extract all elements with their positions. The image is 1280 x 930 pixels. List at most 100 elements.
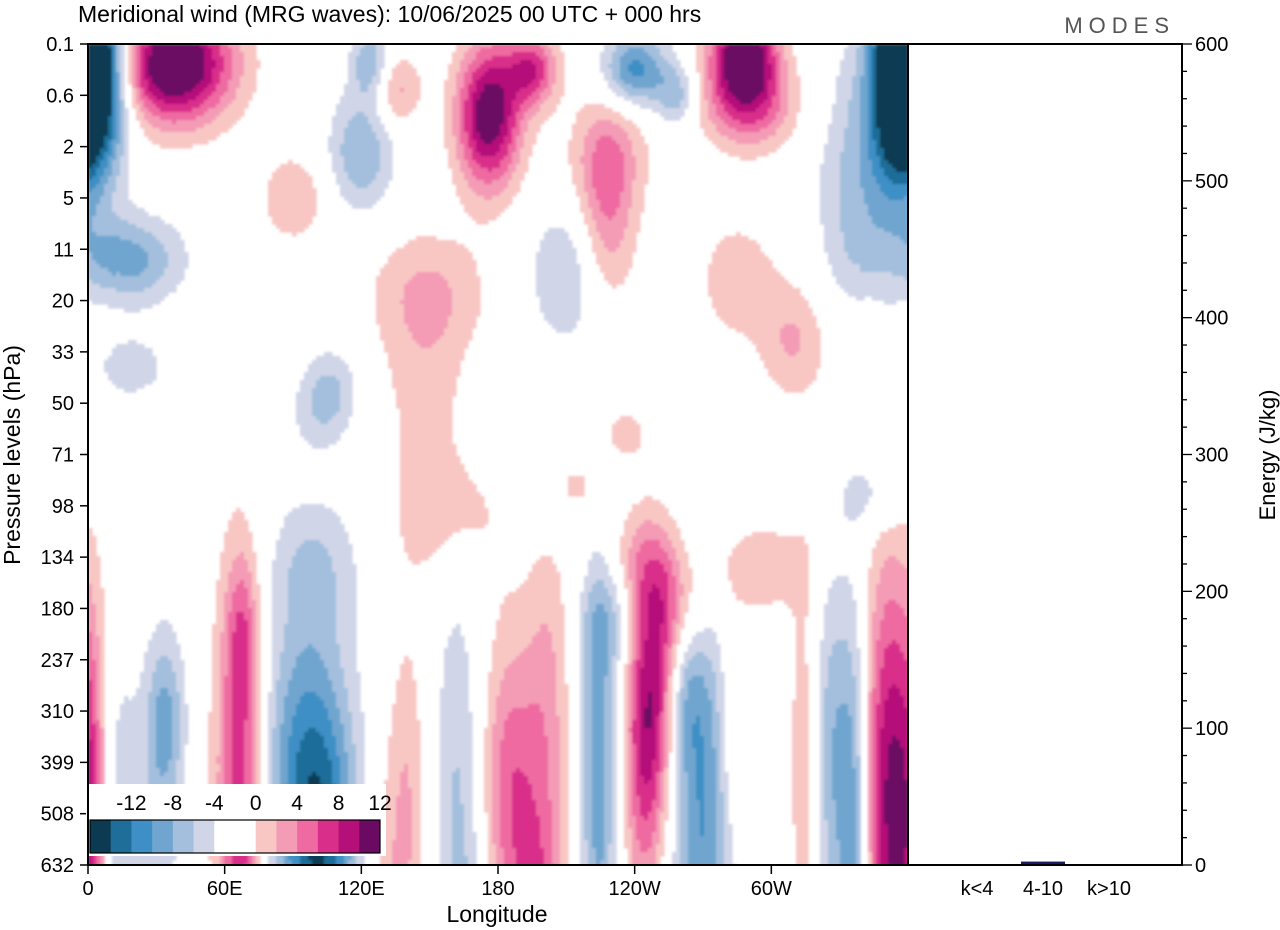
heatmap-cell (636, 752, 641, 757)
heatmap-cell (624, 688, 629, 693)
heatmap-cell (868, 708, 873, 713)
heatmap-cell (484, 180, 493, 185)
heatmap-cell (136, 80, 141, 85)
heatmap-cell (248, 636, 253, 641)
heatmap-cell (92, 600, 105, 605)
heatmap-cell (548, 752, 561, 757)
heatmap-cell (212, 632, 221, 637)
heatmap-cell (88, 652, 93, 657)
heatmap-cell (640, 724, 645, 729)
heatmap-cell (844, 248, 908, 253)
heatmap-cell (584, 656, 593, 661)
heatmap-cell (284, 628, 337, 633)
heatmap-cell (396, 400, 453, 405)
heatmap-cell (160, 656, 169, 661)
heatmap-cell (288, 684, 333, 689)
heatmap-cell (872, 720, 877, 725)
heatmap-cell (712, 296, 805, 301)
heatmap-cell (884, 560, 901, 565)
heatmap-cell (548, 624, 565, 629)
heatmap-cell (876, 776, 881, 781)
heatmap-cell (100, 780, 105, 785)
heatmap-cell (460, 772, 473, 777)
heatmap-cell (388, 764, 405, 769)
heatmap-cell (556, 688, 569, 693)
heatmap-cell (484, 736, 493, 741)
heatmap-cell (612, 440, 641, 445)
heatmap-cell (228, 664, 233, 669)
heatmap-cell (296, 772, 313, 777)
heatmap-cell (464, 72, 473, 77)
heatmap-cell (148, 692, 161, 697)
heatmap-cell (632, 508, 669, 513)
heatmap-cell (604, 244, 621, 249)
heatmap-cell (700, 124, 717, 129)
heatmap-cell (656, 796, 661, 801)
heatmap-cell (584, 748, 593, 753)
heatmap-cell (92, 252, 149, 257)
heatmap-cell (232, 600, 249, 605)
heatmap-cell (704, 784, 717, 789)
heatmap-cell (752, 340, 781, 345)
heatmap-cell (580, 616, 585, 621)
heatmap-cell (688, 644, 721, 649)
heatmap-cell (124, 696, 129, 701)
heatmap-cell (704, 60, 709, 65)
heatmap-cell (904, 768, 908, 773)
heatmap-cell (876, 728, 881, 733)
heatmap-cell (100, 716, 105, 721)
heatmap-cell (440, 336, 473, 341)
heatmap-cell (836, 276, 905, 281)
heatmap-cell (88, 220, 93, 225)
heatmap-cell (728, 80, 765, 85)
heatmap-cell (876, 592, 908, 597)
heatmap-cell (356, 764, 365, 769)
heatmap-cell (612, 216, 629, 221)
heatmap-cell (512, 772, 525, 777)
heatmap-cell (324, 736, 337, 741)
heatmap-cell (704, 796, 717, 801)
heatmap-cell (220, 52, 233, 57)
heatmap-cell (512, 140, 517, 145)
heatmap-cell (668, 672, 673, 677)
heatmap-cell (112, 48, 117, 53)
heatmap-cell (456, 84, 465, 89)
heatmap-cell (292, 564, 333, 569)
heatmap-cell (876, 792, 881, 797)
heatmap-cell (604, 680, 613, 685)
heatmap-cell (376, 288, 405, 293)
heatmap-cell (724, 72, 765, 77)
heatmap-cell (112, 348, 153, 353)
heatmap-cell (556, 692, 569, 697)
heatmap-cell (236, 588, 249, 593)
heatmap-cell (660, 692, 665, 697)
heatmap-cell (680, 688, 689, 693)
heatmap-cell (372, 124, 385, 129)
heatmap-cell (596, 224, 629, 229)
heatmap-cell (824, 604, 857, 609)
heatmap-cell (664, 644, 673, 649)
heatmap-cell (404, 284, 449, 289)
heatmap-cell (868, 720, 873, 725)
heatmap-cell (508, 120, 517, 125)
heatmap-cell (872, 680, 877, 685)
heatmap-cell (716, 680, 725, 685)
heatmap-cell (152, 48, 205, 53)
heatmap-cell (664, 784, 669, 789)
heatmap-cell (140, 64, 145, 69)
heatmap-cell (472, 108, 477, 113)
heatmap-cell (456, 140, 461, 145)
heatmap-cell (92, 708, 97, 713)
heatmap-cell (904, 760, 908, 765)
heatmap-cell (396, 396, 453, 401)
heatmap-cell (336, 412, 353, 417)
heatmap-cell (220, 764, 225, 769)
heatmap-cell (136, 68, 141, 73)
heatmap-cell (180, 708, 189, 713)
heatmap-cell (216, 604, 225, 609)
heatmap-cell (492, 776, 501, 781)
heatmap-cell (444, 104, 453, 109)
heatmap-cell (608, 616, 617, 621)
heatmap-cell (484, 752, 493, 757)
heatmap-cell (624, 708, 629, 713)
